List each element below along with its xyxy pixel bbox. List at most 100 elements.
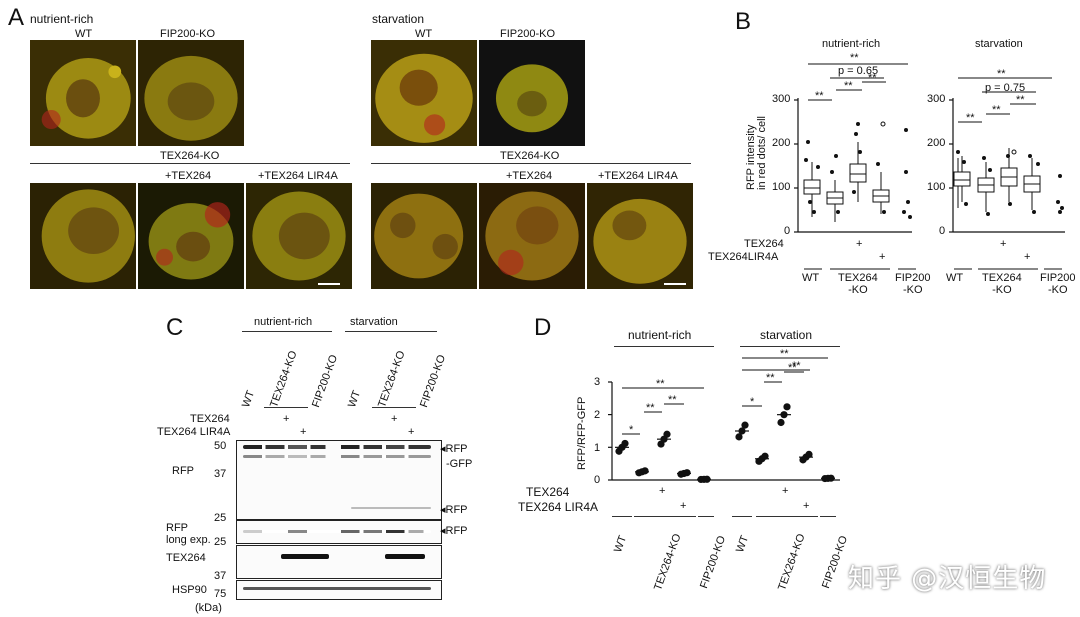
c-lane-fip-nr: FIP200-KO: [310, 353, 341, 410]
d-x-rule-1: [612, 516, 632, 517]
b-sig-3-s: **: [1016, 94, 1025, 106]
blot-hsp90: [236, 580, 442, 600]
d-x-rule-6: [820, 516, 836, 517]
band-tex264-nr: [281, 554, 329, 559]
d-point-0-3-2: [683, 469, 691, 477]
panel-d-chart: [608, 357, 840, 484]
d-sig-6: **: [788, 362, 797, 374]
b-ytick-0-s: 0: [939, 225, 946, 237]
b-p-nr: p = 0.65: [838, 65, 879, 77]
c-row-lir: TEX264 LIR4A: [157, 426, 231, 438]
blot-tex264: [236, 545, 442, 579]
d-sig-2: **: [646, 402, 655, 414]
d-x-wt: WT: [612, 533, 630, 555]
d-point-1-0-0: [735, 433, 743, 441]
c-blot-label-long: RFP long exp.: [166, 522, 211, 546]
d-plus-4: +: [803, 500, 810, 512]
micrograph-nr-wt: [30, 40, 136, 146]
a-nr-fip: FIP200-KO: [160, 28, 216, 40]
c-lane-wt-nr: WT: [240, 388, 258, 410]
c-tex-rule-nr: [264, 407, 308, 408]
d-x-fip-s: FIP200-KO: [820, 534, 851, 591]
micrograph-st-ko-lir4a: [587, 183, 693, 289]
d-x-rule-3: [698, 516, 714, 517]
c-row-tex264: TEX264: [190, 413, 230, 425]
b-x-wt: WT: [802, 272, 820, 284]
c-kda: (kDa): [195, 602, 222, 614]
b-sig-3: **: [868, 72, 877, 84]
c-band-gfp: -GFP: [446, 458, 473, 470]
scale-bar-st: [664, 283, 686, 285]
b-ytick-200-s: 200: [927, 137, 946, 149]
b-ylabel: RFP intensity in red dots/ cell: [745, 116, 768, 190]
d-sig-top: **: [656, 378, 665, 390]
c-mw-50: 50: [214, 440, 227, 452]
c-mw-37b: 37: [214, 570, 227, 582]
d-x-rule-4: [732, 516, 752, 517]
b-x-fip-s: FIP200 -KO: [1040, 272, 1076, 296]
d-points: [615, 403, 835, 484]
a-st-plus-lir: +TEX264 LIR4A: [598, 170, 678, 182]
c-lane-tex-st: TEX264-KO: [376, 349, 408, 410]
d-ytick-0: 0: [594, 474, 601, 486]
d-ytick-3: 3: [594, 376, 601, 388]
b-x-fip: FIP200 -KO: [895, 272, 931, 296]
d-plus-3: +: [782, 485, 789, 497]
b-sig-top-s: **: [997, 68, 1006, 80]
b-ytick-100: 100: [772, 181, 791, 193]
d-sig-3: **: [668, 394, 677, 406]
d-cond-starvation: starvation: [760, 328, 813, 342]
a-st-tex-rule: [371, 163, 691, 164]
d-point-0-2-2: [663, 430, 671, 438]
band-hsp90: [243, 587, 431, 590]
micrograph-st-wt: [371, 40, 477, 146]
d-point-1-2-2: [783, 403, 791, 411]
watermark: 知乎 @汉恒生物: [848, 564, 1047, 594]
c-mw-25: 25: [214, 512, 227, 524]
blot-rfp-long: [236, 520, 442, 544]
c-lane-tex-nr: TEX264-KO: [268, 349, 300, 410]
b-sig-top: **: [850, 52, 859, 64]
b-plus-3: +: [1000, 238, 1007, 250]
d-plus-2: +: [680, 500, 687, 512]
micrograph-st-ko-tex264: [479, 183, 585, 289]
c-lane-wt-st: WT: [346, 388, 364, 410]
d-point-1-1-2: [761, 452, 769, 460]
d-x-tex: TEX264-KO: [652, 532, 684, 593]
b-plus-2: +: [879, 251, 886, 263]
micrograph-nr-ko: [30, 183, 136, 289]
d-x-tex-s: TEX264-KO: [776, 532, 808, 593]
c-rule-st: [345, 331, 437, 332]
b-sig-1-s: **: [966, 112, 975, 124]
c-blot-label-tex: TEX264: [166, 552, 206, 564]
b-row-tex264: TEX264: [744, 238, 784, 250]
c-blot-label-hsp: HSP90: [172, 584, 207, 596]
c-rule-nr: [242, 331, 332, 332]
a-nr-wt: WT: [75, 28, 93, 40]
b-ytick-300: 300: [772, 93, 791, 105]
panel-a-label: A: [8, 4, 25, 31]
micrograph-nr-fip: [138, 40, 244, 146]
a-st-fip: FIP200-KO: [500, 28, 556, 40]
micrograph-nr-ko-tex264: [138, 183, 244, 289]
a-nr-tex-label: TEX264-KO: [160, 150, 220, 162]
b-sig-2: **: [844, 80, 853, 92]
band-rfp-free: [351, 507, 431, 509]
c-tex-rule-st: [372, 407, 416, 408]
a-nr-plus-tex: +TEX264: [165, 170, 212, 182]
c-mw-75: 75: [214, 588, 227, 600]
d-row-tex264: TEX264: [526, 485, 570, 499]
b-ytick-300-s: 300: [927, 93, 946, 105]
micrograph-st-ko: [371, 183, 477, 289]
d-sig-4: *: [750, 396, 755, 408]
c-mw-25b: 25: [214, 536, 227, 548]
panel-a-cond-starvation: starvation: [372, 12, 425, 26]
micrograph-st-fip: [479, 40, 585, 146]
blot-rfp: [236, 440, 442, 520]
b-cond-nutrient: nutrient-rich: [822, 38, 881, 50]
panel-d-label: D: [534, 314, 552, 341]
c-band-rfp-gfp: ◂RFP: [440, 443, 468, 455]
band-tex264-st: [385, 554, 425, 559]
b-ytick-100-s: 100: [927, 181, 946, 193]
d-point-1-3-2: [805, 450, 813, 458]
